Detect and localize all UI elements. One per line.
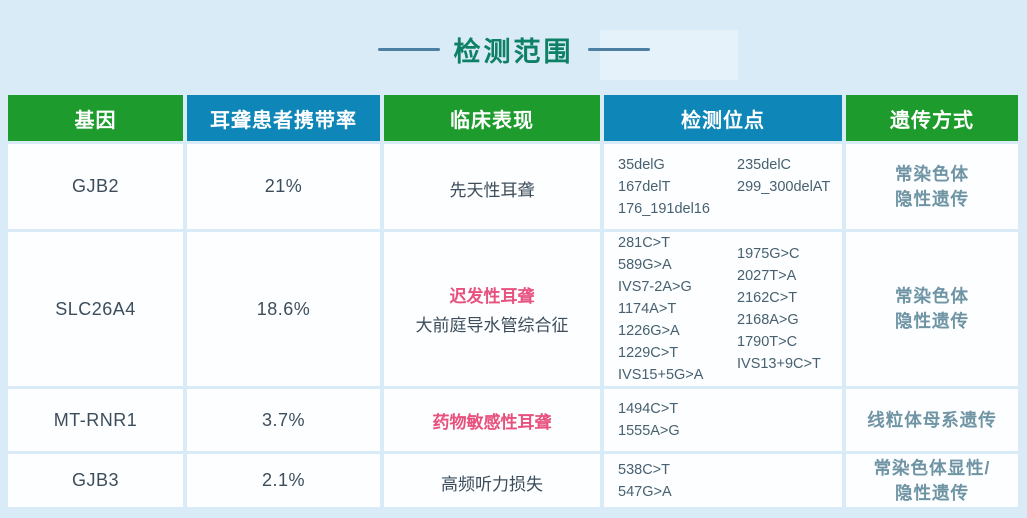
- sites-columns: 1494C>T 1555A>G: [618, 398, 842, 442]
- clinical-cell: 先天性耳聋: [384, 144, 600, 229]
- inheritance-text: 常染色体 隐性遗传: [895, 163, 969, 209]
- header-cell-inheritance: 遗传方式: [846, 95, 1018, 141]
- table-header-row: 基因 耳聋患者携带率 临床表现 检测位点 遗传方式: [8, 95, 1018, 141]
- clinical-highlight-text: 迟发性耳聋: [449, 287, 535, 306]
- inheritance-cell: 线粒体母系遗传: [846, 389, 1018, 451]
- table-row: GJB2 21% 先天性耳聋 35delG 167delT 176_191del…: [8, 144, 1018, 229]
- inheritance-text: 线粒体母系遗传: [867, 409, 997, 430]
- inheritance-text: 常染色体 隐性遗传: [895, 286, 969, 331]
- gene-cell: SLC26A4: [8, 232, 183, 386]
- sites-list-left: 1494C>T 1555A>G: [618, 401, 680, 439]
- gene-test-table: 基因 耳聋患者携带率 临床表现 检测位点 遗传方式 GJB2 21% 先天性耳聋…: [8, 95, 1018, 510]
- clinical-highlight-text: 药物敏感性耳聋: [432, 412, 552, 432]
- clinical-cell: 药物敏感性耳聋: [384, 389, 600, 451]
- clinical-cell: 高频听力损失: [384, 454, 600, 507]
- gene-cell: GJB3: [8, 454, 183, 507]
- inheritance-cell: 常染色体 隐性遗传: [846, 144, 1018, 229]
- header-cell-clinical: 临床表现: [384, 95, 600, 141]
- sites-cell: 281C>T 589G>A IVS7-2A>G 1174A>T 1226G>A …: [604, 232, 842, 386]
- inheritance-cell: 常染色体显性/ 隐性遗传: [846, 454, 1018, 507]
- sites-cell: 1494C>T 1555A>G: [604, 389, 842, 451]
- header-cell-carrier-rate: 耳聋患者携带率: [187, 95, 380, 141]
- sites-list-left: 538C>T 547G>A: [618, 461, 672, 500]
- sites-list-right: 235delC 299_300delAT: [737, 156, 831, 195]
- carrier-rate-cell: 3.7%: [187, 389, 380, 451]
- sites-columns: 281C>T 589G>A IVS7-2A>G 1174A>T 1226G>A …: [618, 232, 842, 386]
- inheritance-text: 常染色体显性/ 隐性遗传: [873, 457, 991, 503]
- title-line-right: [587, 48, 650, 51]
- section-title-bar: 检测范围: [0, 0, 1027, 69]
- sites-list-left: 35delG 167delT 176_191del16: [618, 156, 710, 217]
- table-row: GJB3 2.1% 高频听力损失 538C>T 547G>A 常染色体显性/ 隐…: [8, 454, 1018, 507]
- sites-list-left: 281C>T 589G>A IVS7-2A>G 1174A>T 1226G>A …: [618, 235, 704, 383]
- sites-list-right: 1975G>C 2027T>A 2162C>T 2168A>G 1790T>C …: [737, 246, 821, 372]
- gene-cell: MT-RNR1: [8, 389, 183, 451]
- table-row: MT-RNR1 3.7% 药物敏感性耳聋 1494C>T 1555A>G 线粒体…: [8, 389, 1018, 451]
- sites-columns: 35delG 167delT 176_191del16 235delC 299_…: [618, 154, 842, 220]
- carrier-rate-cell: 21%: [187, 144, 380, 229]
- carrier-rate-cell: 18.6%: [187, 232, 380, 386]
- inheritance-cell: 常染色体 隐性遗传: [846, 232, 1018, 386]
- sites-cell: 35delG 167delT 176_191del16 235delC 299_…: [604, 144, 842, 229]
- gene-cell: GJB2: [8, 144, 183, 229]
- clinical-normal-text: 大前庭导水管综合征: [415, 316, 569, 335]
- clinical-cell: 迟发性耳聋 大前庭导水管综合征: [384, 232, 600, 386]
- header-cell-sites: 检测位点: [604, 95, 842, 141]
- page-title: 检测范围: [453, 37, 574, 67]
- carrier-rate-cell: 2.1%: [187, 454, 380, 507]
- table-row: SLC26A4 18.6% 迟发性耳聋 大前庭导水管综合征 281C>T 589…: [8, 232, 1018, 386]
- sites-columns: 538C>T 547G>A: [618, 459, 842, 503]
- title-line-left: [377, 48, 440, 51]
- background-light-patch: [600, 30, 738, 80]
- clinical-normal-text: 高频听力损失: [441, 475, 543, 494]
- clinical-normal-text: 先天性耳聋: [449, 181, 535, 200]
- sites-cell: 538C>T 547G>A: [604, 454, 842, 507]
- header-cell-gene: 基因: [8, 95, 183, 141]
